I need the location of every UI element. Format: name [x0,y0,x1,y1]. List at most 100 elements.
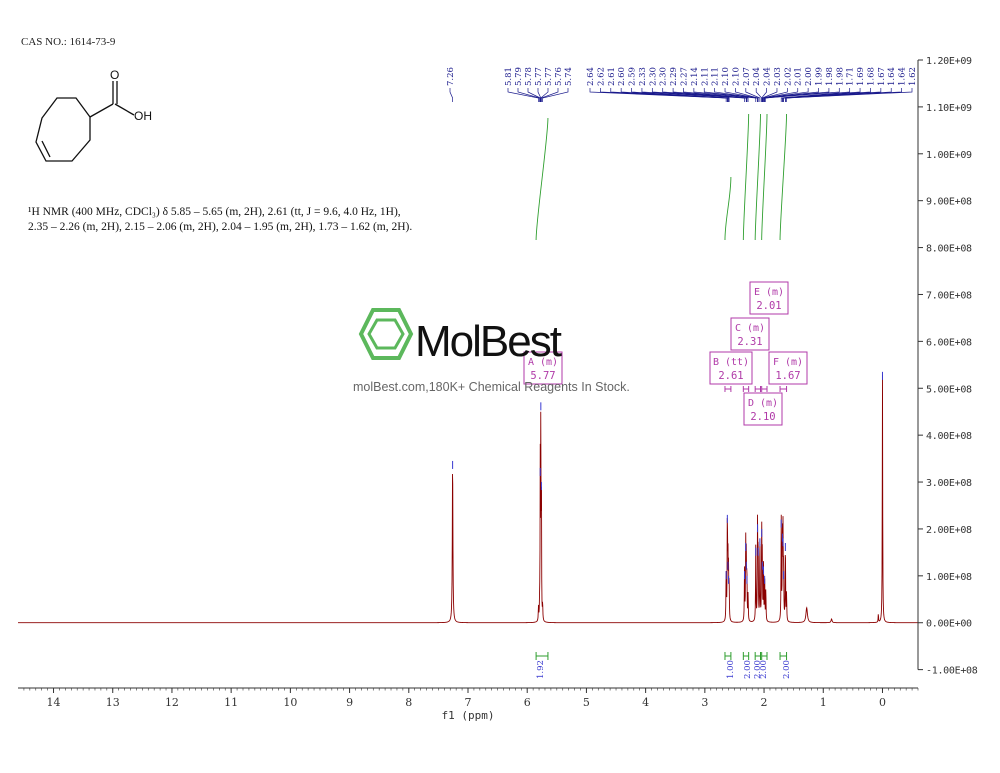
x-tick-label: 9 [346,696,353,709]
peak-connector [541,88,559,102]
peak-shift-label: 2.33 [638,67,648,86]
peak-shift-label: 1.71 [846,67,856,86]
watermark-brand: MolBest [415,317,562,366]
integral-curve [742,113,750,241]
x-tick-label: 5 [583,696,590,709]
peak-connector [763,88,799,102]
molbest-watermark: MolBest [358,308,564,366]
integral-value-label: 1.00 [726,660,736,679]
peak-connector [735,88,759,102]
peak-connector [449,88,453,102]
integral-curve [724,176,732,241]
peak-connector [782,88,861,102]
peak-shift-label: 2.30 [648,67,658,86]
integral-value-label: 2.00 [753,660,763,679]
spectrum-trace [18,374,918,624]
cycloheptene-ring [35,97,91,162]
integral-curve [761,113,768,241]
multiplet-shift: 5.77 [530,370,555,382]
peak-connector [763,88,809,102]
carboxyl-bond [89,103,114,118]
integral-curve [535,117,549,241]
peak-connector [762,88,788,102]
y-tick-label: 6.00E+08 [926,337,972,348]
peak-shift-label: 2.07 [742,67,752,86]
peak-connector [745,88,761,102]
y-tick-label: 1.10E+09 [926,103,972,114]
peak-connector [780,88,851,102]
y-tick-label: 1.00E+08 [926,572,972,583]
multiplet-name: C (m) [735,323,765,334]
ring-double-bond [41,140,51,158]
x-tick-label: 0 [879,696,886,709]
peak-connector [764,88,819,102]
multiplet-box [768,351,808,385]
peak-shift-label: 2.11 [700,67,710,86]
multiplet-box [709,351,753,385]
multiplet-box [749,281,789,315]
peak-shift-label: 5.77 [534,67,544,86]
peak-shift-label: 1.69 [856,67,866,86]
peak-connector [507,88,539,102]
y-tick-label: 7.00E+08 [926,290,972,301]
peak-connector [641,88,745,102]
multiplet-shift: 2.61 [718,370,743,382]
oxygen-label: O [110,68,119,82]
peak-shift-label: 2.61 [607,67,617,86]
peak-shift-label: 5.78 [524,67,534,86]
integral-value-label: 2.00 [743,660,753,679]
x-tick-label: 3 [701,696,708,709]
peak-shift-label: 2.59 [628,67,638,86]
peak-shift-label: 2.03 [773,67,783,86]
integral-curve [754,113,761,241]
peak-connector [755,88,763,102]
multiplet-name: B (tt) [713,357,749,368]
peak-shift-label: 5.74 [564,67,574,86]
peak-shift-label: 5.81 [504,67,514,86]
peak-shift-label: 1.98 [825,67,835,86]
peak-connector [693,88,757,102]
y-tick-label: 8.00E+08 [926,244,972,255]
x-tick-label: 14 [47,696,61,709]
multiplet-box [523,351,563,385]
peak-connector [714,88,758,102]
peak-shift-label: 2.04 [763,67,773,86]
peak-connector [517,88,540,102]
peak-shift-label: 1.67 [877,67,887,86]
peak-shift-label: 2.02 [783,67,793,86]
peak-shift-label: 2.10 [731,67,741,86]
multiplet-box [730,317,770,351]
cas-number: CAS NO.: 1614-73-9 [21,36,116,48]
x-tick-label: 11 [224,696,238,709]
peak-shift-label: 2.62 [596,67,606,86]
peak-shift-label: 5.77 [544,67,554,86]
peak-shift-label: 5.76 [554,67,564,86]
peak-connector [542,88,569,102]
y-tick-label: 4.00E+08 [926,431,972,442]
y-tick-label: 2.00E+08 [926,525,972,536]
peak-connector [764,88,840,102]
peak-shift-label: 2.04 [752,67,762,86]
x-tick-label: 2 [761,696,768,709]
x-tick-label: 13 [106,696,120,709]
peak-shift-label: 2.29 [669,67,679,86]
y-tick-label: 9.00E+08 [926,197,972,208]
y-tick-label: 3.00E+08 [926,478,972,489]
x-axis-label: f1 (ppm) [442,709,495,722]
peak-shift-label: 2.30 [659,67,669,86]
integral-value-label: 2.00 [759,660,769,679]
hydroxyl-label: OH [134,109,152,123]
x-tick-label: 4 [642,696,649,709]
integral-value-label: 1.92 [536,660,546,679]
x-tick-label: 6 [524,696,531,709]
y-tick-label: 5.00E+08 [926,384,972,395]
peak-connector [786,88,913,102]
x-tick-label: 8 [405,696,412,709]
peak-shift-label: 2.64 [586,67,596,86]
peak-connector [662,88,747,102]
peak-connector [761,88,778,102]
peak-shift-label: 2.01 [794,67,804,86]
molecule-structure: O OH [35,68,152,162]
peak-shift-label: 1.99 [815,67,825,86]
